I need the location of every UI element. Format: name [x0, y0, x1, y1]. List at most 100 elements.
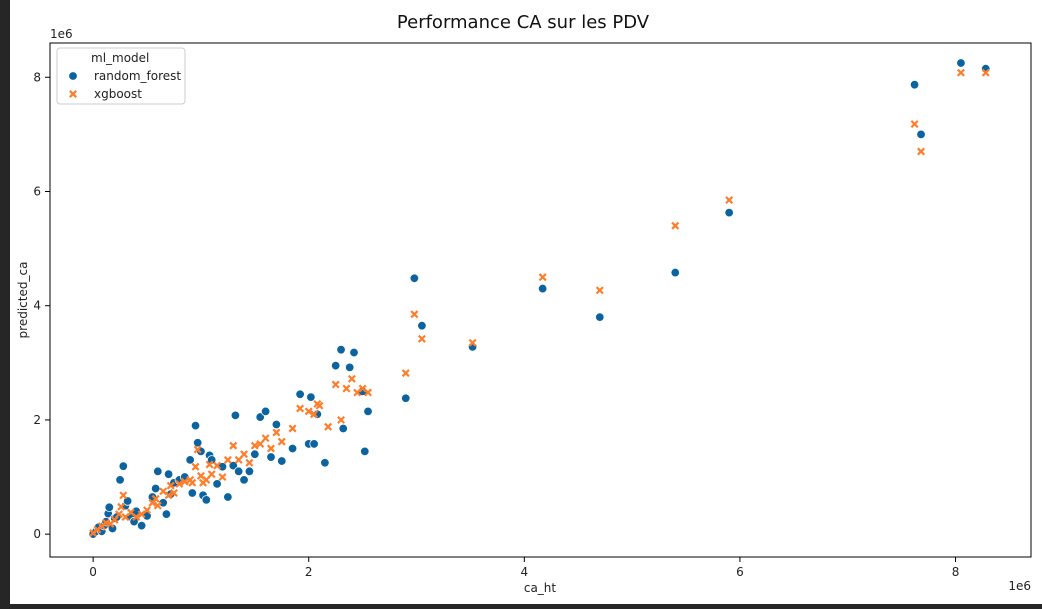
point-xgboost	[256, 439, 265, 448]
point-random-forest	[163, 469, 174, 479]
legend-label-random-forest: random_forest	[94, 69, 181, 83]
point-random-forest	[330, 360, 341, 371]
point-random-forest	[344, 362, 355, 373]
point-xgboost	[910, 120, 919, 129]
x-tick-label: 2	[305, 565, 313, 579]
point-random-forest	[129, 516, 139, 527]
point-random-forest	[190, 420, 201, 431]
point-xgboost	[229, 441, 238, 450]
point-random-forest	[107, 523, 118, 534]
point-random-forest	[909, 79, 920, 90]
point-xgboost	[143, 506, 151, 515]
point-random-forest	[239, 475, 249, 485]
legend-label-xgboost: xgboost	[94, 87, 142, 101]
point-random-forest	[266, 452, 276, 462]
point-xgboost	[337, 415, 346, 424]
point-xgboost	[205, 460, 214, 469]
y-tick-label: 2	[33, 413, 41, 427]
point-xgboost	[981, 68, 990, 77]
point-random-forest	[244, 466, 255, 477]
point-xgboost	[207, 470, 216, 479]
point-random-forest	[153, 466, 163, 477]
point-xgboost	[153, 501, 162, 510]
point-xgboost	[410, 310, 419, 319]
point-random-forest	[201, 495, 212, 505]
point-random-forest	[185, 455, 195, 465]
point-xgboost	[175, 479, 184, 488]
point-random-forest	[724, 207, 734, 218]
point-random-forest	[401, 393, 411, 403]
point-random-forest	[212, 479, 222, 489]
point-xgboost	[240, 450, 249, 459]
point-xgboost	[595, 286, 604, 295]
point-random-forest	[260, 406, 271, 417]
point-random-forest	[118, 461, 129, 471]
point-xgboost	[401, 369, 410, 378]
point-random-forest	[228, 460, 238, 471]
point-random-forest	[136, 520, 147, 531]
point-xgboost	[272, 428, 281, 437]
data-points	[88, 58, 991, 539]
point-xgboost	[364, 388, 372, 397]
point-xgboost	[261, 434, 270, 443]
x-tick-label: 6	[736, 565, 744, 579]
point-random-forest	[187, 488, 197, 498]
point-random-forest	[207, 455, 217, 465]
point-xgboost	[304, 407, 313, 416]
point-xgboost	[538, 273, 547, 282]
point-random-forest	[161, 509, 172, 519]
x-tick-label: 8	[952, 565, 960, 579]
point-random-forest	[360, 446, 370, 457]
point-random-forest	[223, 492, 233, 502]
y-axis-ticks: 0 2 4 6 8	[33, 70, 50, 541]
y-tick-label: 0	[33, 527, 41, 541]
x-offset-label: 1e6	[1008, 579, 1031, 593]
y-offset-label: 1e6	[50, 27, 73, 41]
point-xgboost	[164, 491, 173, 500]
legend-title: ml_model	[91, 51, 149, 65]
figure: Performance CA sur les PDV 1e6 1e6 ca_ht…	[10, 0, 1042, 604]
y-axis-label: predicted_ca	[16, 262, 30, 339]
point-xgboost	[169, 489, 178, 498]
point-xgboost	[296, 404, 305, 413]
point-random-forest	[287, 443, 298, 454]
chart-title: Performance CA sur les PDV	[397, 12, 650, 33]
point-xgboost	[188, 478, 197, 487]
point-random-forest	[104, 502, 114, 513]
legend: ml_model random_forest xgboost	[56, 47, 186, 105]
point-xgboost	[115, 510, 123, 519]
point-random-forest	[233, 466, 244, 477]
point-xgboost	[213, 461, 222, 470]
point-xgboost	[342, 384, 351, 393]
y-tick-label: 6	[33, 184, 41, 198]
point-xgboost	[956, 68, 965, 77]
point-xgboost	[277, 437, 286, 446]
point-random-forest	[320, 458, 330, 468]
point-random-forest	[277, 456, 287, 466]
point-random-forest	[537, 283, 548, 294]
point-xgboost	[417, 334, 426, 343]
point-random-forest	[349, 347, 359, 358]
point-random-forest	[956, 58, 966, 68]
point-random-forest	[250, 449, 260, 459]
point-xgboost	[671, 221, 680, 230]
point-xgboost	[223, 455, 232, 464]
x-axis-ticks: 0 2 4 6 8	[89, 557, 959, 579]
point-random-forest	[295, 389, 305, 399]
point-xgboost	[725, 196, 734, 205]
point-random-forest	[271, 419, 282, 430]
point-xgboost	[151, 494, 160, 503]
point-random-forest	[230, 410, 241, 421]
point-random-forest	[309, 439, 319, 449]
point-random-forest	[115, 475, 125, 485]
point-random-forest	[916, 129, 926, 140]
x-tick-label: 4	[521, 565, 529, 579]
point-xgboost	[193, 445, 202, 454]
plot-frame	[49, 42, 1032, 558]
y-tick-label: 4	[33, 299, 41, 313]
point-xgboost	[347, 374, 356, 383]
point-random-forest	[595, 312, 605, 322]
point-random-forest	[338, 423, 348, 434]
point-xgboost	[324, 422, 333, 431]
scatter-chart: Performance CA sur les PDV 1e6 1e6 ca_ht…	[16, 12, 1032, 595]
